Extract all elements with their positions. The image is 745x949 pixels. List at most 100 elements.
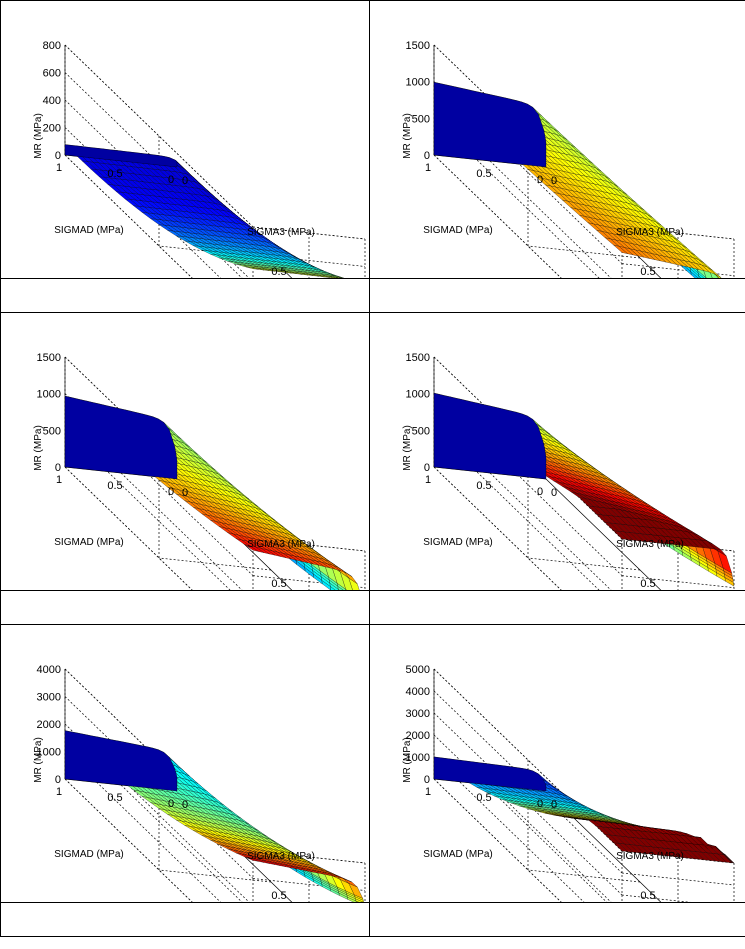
y-tick-label: 1 bbox=[56, 786, 62, 798]
z-tick-label: 800 bbox=[43, 40, 61, 52]
z-tick-label: 3000 bbox=[406, 708, 430, 720]
y-tick-label: 0.5 bbox=[476, 480, 491, 492]
z-tick-label: 1000 bbox=[406, 389, 430, 401]
caption-cell-3 bbox=[0, 590, 370, 625]
z-tick-label: 0 bbox=[424, 774, 430, 786]
y-tick-label: 0.5 bbox=[107, 792, 122, 804]
z-tick-label: 4000 bbox=[406, 686, 430, 698]
x-tick-label: 0.5 bbox=[640, 890, 655, 902]
z-axis-label: MR (MPa) bbox=[33, 425, 44, 471]
z-tick-label: 500 bbox=[412, 425, 430, 437]
z-axis-label: MR (MPa) bbox=[402, 113, 413, 159]
y-axis-label: SIGMAD (MPa) bbox=[423, 225, 492, 236]
z-tick-label: 0 bbox=[424, 150, 430, 162]
z-axis-label: MR (MPa) bbox=[33, 113, 44, 159]
z-tick-label: 1500 bbox=[406, 40, 430, 52]
surface-mesh bbox=[64, 395, 360, 590]
y-tick-label: 0.5 bbox=[476, 792, 491, 804]
x-tick-label: 0.5 bbox=[271, 890, 286, 902]
z-tick-label: 0 bbox=[55, 774, 61, 786]
caption-cell-4 bbox=[369, 590, 745, 625]
y-axis-label: SIGMAD (MPa) bbox=[54, 537, 123, 548]
caption-cell-6 bbox=[369, 902, 745, 937]
y-tick-label: 1 bbox=[425, 474, 431, 486]
z-axis-label: MR (MPa) bbox=[402, 737, 413, 783]
caption-cell-1 bbox=[0, 278, 370, 313]
y-tick-label: 0 bbox=[537, 798, 543, 810]
z-tick-label: 1500 bbox=[406, 352, 430, 364]
x-axis-label: SIGMA3 (MPa) bbox=[616, 851, 684, 862]
x-axis-label: SIGMA3 (MPa) bbox=[247, 227, 315, 238]
z-tick-label: 2000 bbox=[406, 730, 430, 742]
x-axis-label: SIGMA3 (MPa) bbox=[247, 539, 315, 550]
y-tick-label: 1 bbox=[56, 474, 62, 486]
x-tick-label: 0.5 bbox=[640, 266, 655, 278]
x-tick-label: 0.5 bbox=[640, 578, 655, 590]
y-tick-label: 0 bbox=[168, 486, 174, 498]
y-tick-label: 0.5 bbox=[107, 168, 122, 180]
x-tick-label: 0.5 bbox=[271, 266, 286, 278]
z-tick-label: 400 bbox=[43, 95, 61, 107]
y-tick-label: 1 bbox=[425, 786, 431, 798]
z-tick-label: 600 bbox=[43, 68, 61, 80]
z-tick-label: 0 bbox=[55, 462, 61, 474]
z-tick-label: 0 bbox=[424, 462, 430, 474]
x-tick-label: 0 bbox=[182, 799, 188, 811]
z-tick-label: 0 bbox=[55, 150, 61, 162]
surface-mesh bbox=[64, 144, 345, 278]
caption-cell-5 bbox=[0, 902, 370, 937]
axes-box bbox=[64, 668, 366, 902]
y-axis-label: SIGMAD (MPa) bbox=[54, 225, 123, 236]
y-tick-label: 0 bbox=[537, 174, 543, 186]
y-tick-label: 1 bbox=[56, 162, 62, 174]
z-tick-label: 2000 bbox=[37, 719, 61, 731]
y-tick-label: 1 bbox=[425, 162, 431, 174]
surface-mesh bbox=[433, 81, 722, 278]
surface-mesh bbox=[433, 756, 735, 864]
z-tick-label: 1000 bbox=[406, 77, 430, 89]
x-tick-label: 0.5 bbox=[271, 578, 286, 590]
caption-cell-2 bbox=[369, 278, 745, 313]
surface-mesh bbox=[433, 392, 735, 587]
z-tick-label: 1500 bbox=[37, 352, 61, 364]
x-axis-label: SIGMA3 (MPa) bbox=[616, 227, 684, 238]
z-tick-label: 1000 bbox=[37, 389, 61, 401]
y-tick-label: 0 bbox=[168, 174, 174, 186]
z-tick-label: 3000 bbox=[37, 692, 61, 704]
x-tick-label: 0 bbox=[182, 487, 188, 499]
y-tick-label: 0 bbox=[168, 798, 174, 810]
y-axis-label: SIGMAD (MPa) bbox=[54, 849, 123, 860]
z-tick-label: 500 bbox=[412, 113, 430, 125]
z-axis-label: MR (MPa) bbox=[402, 425, 413, 471]
z-tick-label: 200 bbox=[43, 123, 61, 135]
z-tick-label: 1000 bbox=[406, 752, 430, 764]
y-tick-label: 0 bbox=[537, 486, 543, 498]
x-axis-label: SIGMA3 (MPa) bbox=[616, 539, 684, 550]
x-tick-label: 0 bbox=[182, 175, 188, 187]
z-tick-label: 1000 bbox=[37, 747, 61, 759]
x-tick-label: 0 bbox=[551, 799, 557, 811]
z-tick-label: 4000 bbox=[37, 664, 61, 676]
y-axis-label: SIGMAD (MPa) bbox=[423, 849, 492, 860]
x-axis-label: SIGMA3 (MPa) bbox=[247, 851, 315, 862]
y-tick-label: 0.5 bbox=[107, 480, 122, 492]
y-axis-label: SIGMAD (MPa) bbox=[423, 537, 492, 548]
y-tick-label: 0.5 bbox=[476, 168, 491, 180]
